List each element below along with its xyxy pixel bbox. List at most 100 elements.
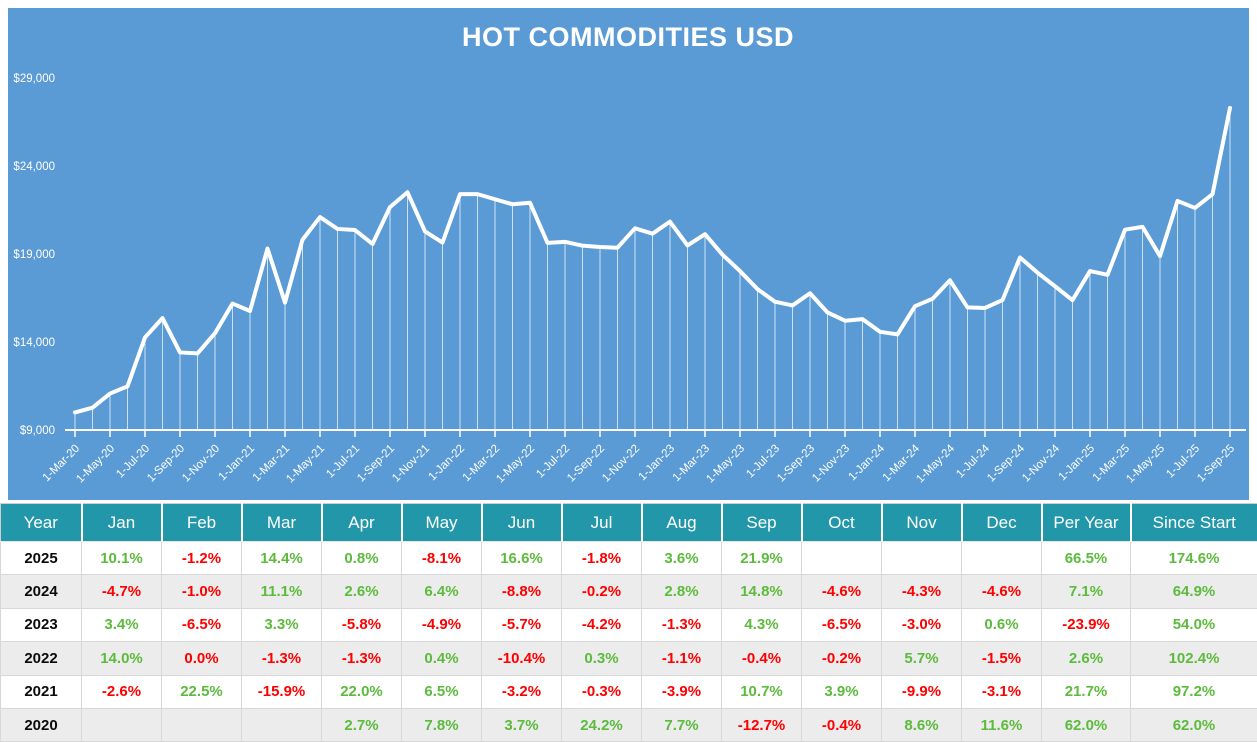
x-axis-label: 1-May-24 [914,442,957,485]
y-axis: $9,000$14,000$19,000$24,000$29,000 [13,73,55,437]
price-chart-svg: HOT COMMODITIES USD $9,000$14,000$19,000… [8,8,1249,500]
return-cell: -9.9% [882,675,962,708]
return-cell: -1.8% [562,542,642,575]
chart-panel: HOT COMMODITIES USD $9,000$14,000$19,000… [8,8,1249,500]
return-cell: 11.1% [242,575,322,608]
return-cell: -1.3% [242,642,322,675]
return-cell: 62.0% [1042,708,1131,741]
column-header-nov: Nov [882,504,962,542]
x-axis-label: 1-Sep-25 [1195,443,1237,485]
x-axis-label: 1-Nov-24 [1020,442,1062,484]
return-cell: 3.9% [802,675,882,708]
column-header-apr: Apr [322,504,402,542]
return-cell: 54.0% [1131,608,1257,641]
return-cell: -1.5% [962,642,1042,675]
return-cell: 14.0% [82,642,162,675]
return-cell: 14.8% [722,575,802,608]
return-cell: -1.0% [162,575,242,608]
return-cell: 4.3% [722,608,802,641]
column-header-may: May [402,504,482,542]
return-cell: -5.7% [482,608,562,641]
return-cell: -4.2% [562,608,642,641]
return-cell: -4.7% [82,575,162,608]
return-cell: 10.7% [722,675,802,708]
x-axis-label: 1-Nov-22 [600,443,642,485]
y-axis-label: $9,000 [20,425,55,437]
return-cell: 6.4% [402,575,482,608]
return-cell: 8.6% [882,708,962,741]
return-cell: 21.7% [1042,675,1131,708]
return-cell: 62.0% [1131,708,1257,741]
return-cell: -23.9% [1042,608,1131,641]
column-header-sep: Sep [722,504,802,542]
return-cell: -0.2% [802,642,882,675]
return-cell: 0.3% [562,642,642,675]
drop-lines [75,109,1230,429]
return-cell: 6.5% [402,675,482,708]
return-cell: 0.8% [322,542,402,575]
return-cell: 174.6% [1131,542,1257,575]
return-cell [162,708,242,741]
year-cell: 2020 [1,708,82,741]
return-cell [962,542,1042,575]
return-cell: 22.5% [162,675,242,708]
return-cell: -0.4% [802,708,882,741]
return-cell: 14.4% [242,542,322,575]
x-axis-label: 1-May-22 [494,443,537,486]
column-header-since-start: Since Start [1131,504,1257,542]
return-cell: -0.2% [562,575,642,608]
return-cell: -3.9% [642,675,722,708]
return-cell: 2.7% [322,708,402,741]
return-cell: 16.6% [482,542,562,575]
return-cell: 64.9% [1131,575,1257,608]
return-cell: 21.9% [722,542,802,575]
year-cell: 2023 [1,608,82,641]
return-cell: -2.6% [82,675,162,708]
x-axis-label: 1-May-25 [1124,443,1167,486]
return-cell: -3.2% [482,675,562,708]
year-cell: 2025 [1,542,82,575]
return-cell: -6.5% [162,608,242,641]
return-cell: 3.6% [642,542,722,575]
return-cell: 10.1% [82,542,162,575]
return-cell [882,542,962,575]
return-cell: -6.5% [802,608,882,641]
x-axis-label: 1-May-20 [74,443,117,486]
return-cell: -4.6% [962,575,1042,608]
return-cell: -1.1% [642,642,722,675]
return-cell: -1.3% [322,642,402,675]
y-axis-label: $24,000 [13,161,55,173]
column-header-per-year: Per Year [1042,504,1131,542]
return-cell: 22.0% [322,675,402,708]
return-cell: -1.2% [162,542,242,575]
year-cell: 2024 [1,575,82,608]
column-header-feb: Feb [162,504,242,542]
table-row-2021: 2021-2.6%22.5%-15.9%22.0%6.5%-3.2%-0.3%-… [1,675,1257,708]
column-header-jun: Jun [482,504,562,542]
return-cell: 5.7% [882,642,962,675]
return-cell: 102.4% [1131,642,1257,675]
return-cell: -8.8% [482,575,562,608]
x-axis-label: 1-Sep-21 [355,443,397,485]
column-header-dec: Dec [962,504,1042,542]
return-cell [242,708,322,741]
x-axis-label: 1-Nov-20 [180,443,222,485]
y-axis-label: $19,000 [13,249,55,261]
return-cell: 7.7% [642,708,722,741]
chart-title: HOT COMMODITIES USD [462,22,794,52]
year-cell: 2022 [1,642,82,675]
return-cell: -15.9% [242,675,322,708]
column-header-jul: Jul [562,504,642,542]
column-header-jan: Jan [82,504,162,542]
x-axis-label: 1-May-21 [284,443,327,486]
x-axis-label: 1-Sep-23 [775,443,817,485]
return-cell: 3.4% [82,608,162,641]
return-cell: -12.7% [722,708,802,741]
return-cell: 11.6% [962,708,1042,741]
table-row-2024: 2024-4.7%-1.0%11.1%2.6%6.4%-8.8%-0.2%2.8… [1,575,1257,608]
return-cell: 7.8% [402,708,482,741]
